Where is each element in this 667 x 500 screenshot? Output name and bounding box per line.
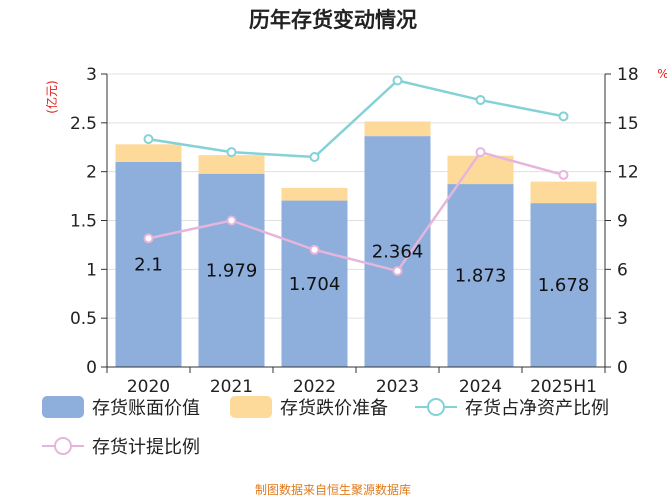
point-ratio-net-assets bbox=[309, 152, 320, 163]
line-provision-ratio bbox=[148, 150, 564, 273]
point-ratio-net-assets bbox=[475, 95, 486, 106]
point-ratio-net-assets bbox=[558, 111, 569, 122]
x-tick-label: 2023 bbox=[376, 377, 419, 397]
legend-item[interactable]: 存货计提比例 bbox=[42, 437, 200, 458]
bar-series bbox=[115, 121, 597, 367]
left-tick-label: 3 bbox=[86, 65, 97, 85]
data-labels: 2.1 1.979 1.704 2.364 1.873 1.678 bbox=[134, 242, 589, 296]
bar-book-value bbox=[530, 203, 597, 367]
left-tick-label: 0.5 bbox=[70, 309, 97, 329]
legend-swatch-marker bbox=[427, 398, 445, 416]
right-axis-unit: % bbox=[657, 67, 667, 81]
bar-book-value bbox=[447, 184, 514, 367]
legend-label: 存货占净资产比例 bbox=[465, 398, 609, 419]
bar-impairment-reserve bbox=[364, 121, 431, 137]
x-tick-label: 2024 bbox=[459, 377, 502, 397]
point-provision-ratio bbox=[309, 244, 320, 255]
point-provision-ratio bbox=[558, 169, 569, 180]
point-ratio-net-assets bbox=[143, 134, 154, 145]
bar-book-value bbox=[198, 173, 265, 367]
right-tick-label: 9 bbox=[617, 212, 628, 232]
x-tick-label: 2020 bbox=[127, 377, 170, 397]
bar-impairment-reserve bbox=[530, 181, 597, 204]
bar-value-label: 1.979 bbox=[206, 260, 258, 281]
chart-title: 历年存货变动情况 bbox=[249, 8, 417, 32]
x-tick-label: 2021 bbox=[210, 377, 253, 397]
point-provision-ratio bbox=[392, 265, 403, 276]
bar-impairment-reserve bbox=[198, 155, 265, 174]
legend-item[interactable]: 存货跌价准备 bbox=[230, 396, 388, 419]
line-ratio-net-assets bbox=[148, 79, 564, 159]
point-ratio-net-assets bbox=[392, 75, 403, 86]
left-tick-label: 2 bbox=[86, 163, 97, 183]
right-tick-label: 0 bbox=[617, 358, 628, 378]
bar-value-label: 2.1 bbox=[134, 254, 163, 275]
bar-book-value bbox=[115, 161, 182, 367]
bar-impairment-reserve bbox=[281, 187, 348, 201]
bar-impairment-reserve bbox=[447, 155, 514, 185]
bar-value-label: 1.704 bbox=[289, 274, 341, 295]
bar-impairment-reserve bbox=[115, 144, 182, 162]
legend-swatch bbox=[230, 396, 272, 418]
right-tick-label: 18 bbox=[617, 65, 639, 85]
bar-value-label: 1.678 bbox=[538, 275, 590, 296]
legend-swatch bbox=[42, 396, 84, 418]
x-tick-label: 2022 bbox=[293, 377, 336, 397]
legend-item[interactable]: 存货账面价值 bbox=[42, 396, 200, 419]
legend-label: 存货计提比例 bbox=[92, 437, 200, 458]
legend-label: 存货跌价准备 bbox=[280, 398, 388, 419]
left-tick-label: 0 bbox=[86, 358, 97, 378]
point-ratio-net-assets bbox=[226, 147, 237, 158]
legend-item[interactable]: 存货占净资产比例 bbox=[415, 398, 609, 419]
right-tick-label: 12 bbox=[617, 163, 639, 183]
left-tick-label: 1 bbox=[86, 260, 97, 280]
gridlines bbox=[107, 73, 605, 368]
bar-book-value bbox=[364, 136, 431, 367]
bar-book-value bbox=[281, 200, 348, 367]
bar-value-label: 2.364 bbox=[372, 242, 424, 263]
right-tick-label: 15 bbox=[617, 114, 639, 134]
left-tick-label: 2.5 bbox=[70, 114, 97, 134]
source-note: 制图数据来自恒生聚源数据库 bbox=[255, 482, 411, 497]
right-tick-label: 3 bbox=[617, 309, 628, 329]
left-axis-unit: (亿元) bbox=[44, 80, 59, 113]
legend-label: 存货账面价值 bbox=[92, 398, 200, 419]
bar-value-label: 1.873 bbox=[455, 266, 507, 287]
point-provision-ratio bbox=[226, 215, 237, 226]
legend-swatch-marker bbox=[54, 437, 72, 455]
point-provision-ratio bbox=[475, 147, 486, 158]
axes: 0 0.5 1 1.5 2 2.5 3 0 3 6 9 12 15 18 2020 2021 2022 2023 2… bbox=[70, 65, 639, 397]
point-provision-ratio bbox=[143, 233, 154, 244]
x-tick-label: 2025H1 bbox=[530, 377, 597, 397]
line-series bbox=[143, 75, 569, 276]
right-tick-label: 6 bbox=[617, 260, 628, 280]
left-tick-label: 1.5 bbox=[70, 212, 97, 232]
